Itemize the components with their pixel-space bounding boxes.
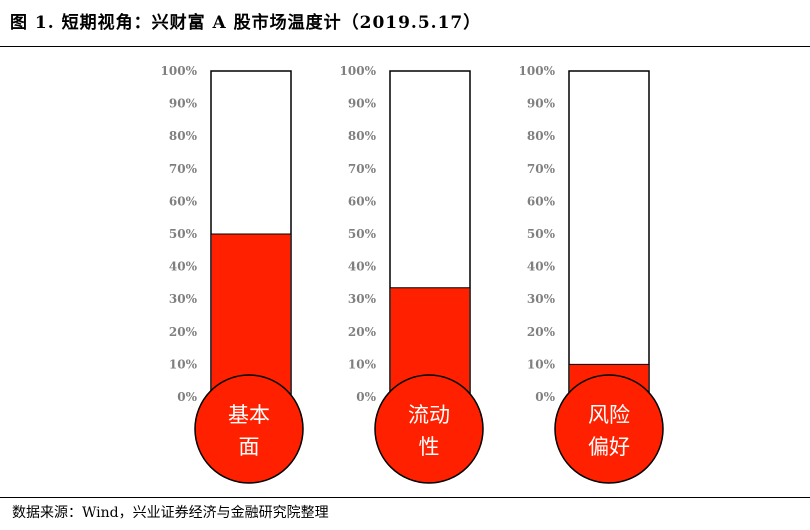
figure-title: 图 1. 短期视角：兴财富 A 股市场温度计（2019.5.17） bbox=[10, 13, 482, 33]
y-tick-label: 0% bbox=[535, 390, 555, 404]
thermometer-bulb bbox=[374, 374, 484, 484]
y-tick-label: 70% bbox=[169, 162, 198, 176]
thermometer-1: 0% 10% 20% 30% 40% 50% 60% 70% 80% 90% 100% 流动性 bbox=[340, 64, 484, 484]
title-rule bbox=[0, 46, 810, 47]
y-tick-label: 70% bbox=[348, 162, 377, 176]
y-tick-label: 40% bbox=[527, 260, 556, 274]
y-tick-label: 90% bbox=[348, 97, 377, 111]
y-tick-label: 20% bbox=[169, 325, 198, 339]
y-tick-label: 30% bbox=[348, 292, 377, 306]
y-tick-label: 40% bbox=[169, 260, 198, 274]
y-tick-label: 10% bbox=[348, 357, 377, 371]
y-tick-label: 30% bbox=[169, 292, 198, 306]
y-tick-label: 50% bbox=[527, 227, 556, 241]
y-tick-label: 10% bbox=[527, 357, 556, 371]
source-note: 数据来源：Wind，兴业证券经济与金融研究院整理 bbox=[12, 505, 329, 521]
y-tick-label: 50% bbox=[169, 227, 198, 241]
thermometer-0: 0% 10% 20% 30% 40% 50% 60% 70% 80% 90% 100% 基本面 bbox=[161, 64, 304, 484]
y-tick-label: 60% bbox=[348, 194, 377, 208]
y-tick-label: 90% bbox=[169, 97, 198, 111]
y-tick-label: 20% bbox=[527, 325, 556, 339]
y-tick-label: 60% bbox=[169, 194, 198, 208]
y-tick-label: 90% bbox=[527, 97, 556, 111]
bulb-label: 偏好 bbox=[588, 435, 630, 459]
source-rule bbox=[0, 497, 810, 498]
bulb-label: 流动 bbox=[408, 403, 450, 427]
y-tick-label: 80% bbox=[527, 129, 556, 143]
bulb-label: 性 bbox=[419, 435, 440, 459]
thermometer-tube bbox=[568, 70, 650, 408]
bulb-label: 风险 bbox=[588, 403, 630, 427]
thermometer-bulb bbox=[554, 374, 664, 484]
y-tick-label: 10% bbox=[169, 357, 198, 371]
bulb-label: 基本 bbox=[228, 403, 270, 427]
y-tick-label: 100% bbox=[519, 64, 556, 78]
y-tick-label: 70% bbox=[527, 162, 556, 176]
y-tick-label: 80% bbox=[169, 129, 198, 143]
y-tick-label: 0% bbox=[356, 390, 376, 404]
y-tick-label: 40% bbox=[348, 260, 377, 274]
y-tick-label: 60% bbox=[527, 194, 556, 208]
y-tick-label: 0% bbox=[177, 390, 197, 404]
y-tick-label: 30% bbox=[527, 292, 556, 306]
bulb-label: 面 bbox=[239, 435, 260, 459]
thermometer-bulb bbox=[194, 374, 304, 484]
y-tick-label: 80% bbox=[348, 129, 377, 143]
y-tick-label: 100% bbox=[161, 64, 198, 78]
y-tick-label: 50% bbox=[348, 227, 377, 241]
y-tick-label: 100% bbox=[340, 64, 377, 78]
y-tick-label: 20% bbox=[348, 325, 377, 339]
